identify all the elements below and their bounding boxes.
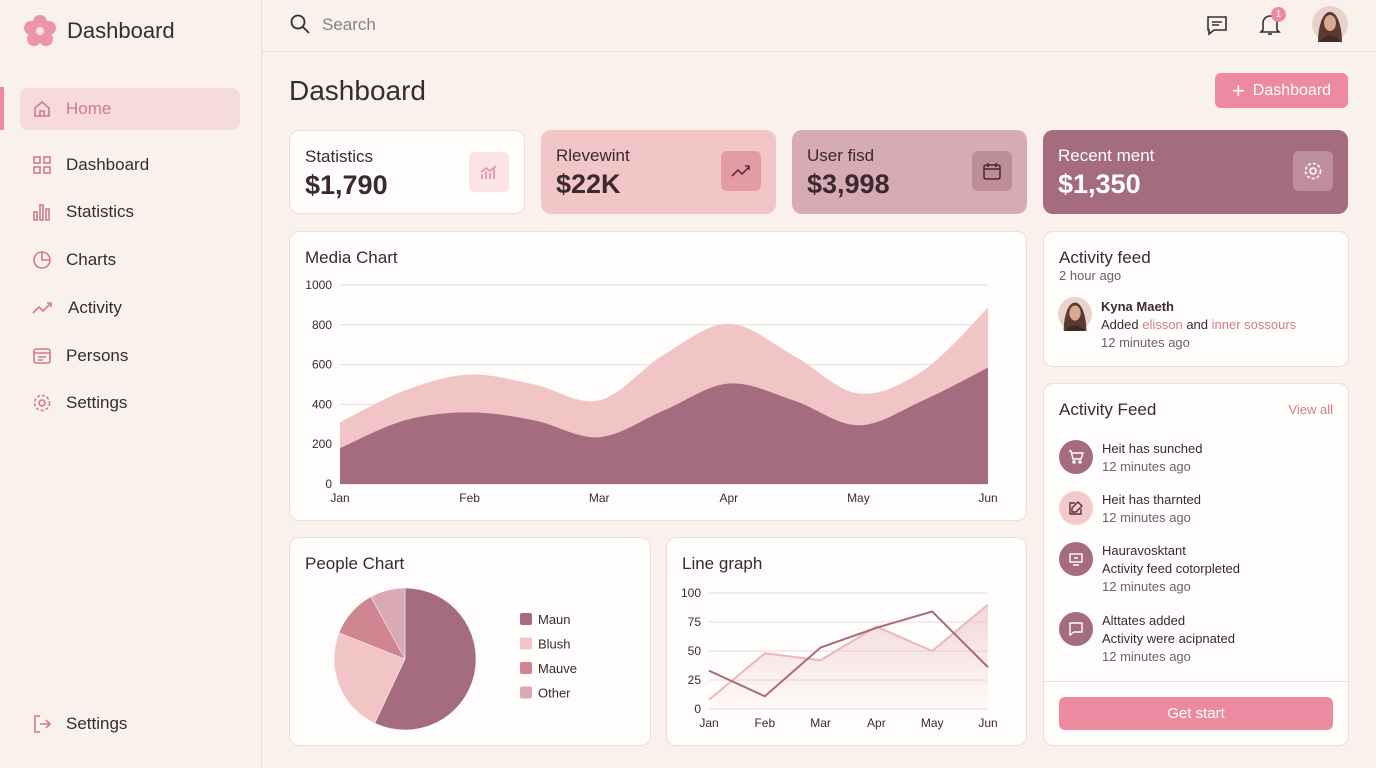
stat-card: User fisd $3,998 [792, 130, 1027, 214]
badge: 1 [1271, 7, 1286, 22]
item-icon [1059, 440, 1093, 474]
nav-label: Charts [66, 250, 117, 269]
nav-item[interactable]: Settings [20, 382, 240, 424]
nav-label: Statistics [66, 202, 135, 221]
nav-item[interactable]: Activity [20, 287, 240, 329]
view-all-link[interactable]: View all [1288, 402, 1333, 417]
card-subtitle: 2 hour ago [1059, 268, 1122, 283]
text: and [1186, 317, 1209, 332]
nav-label: Dashboard [66, 155, 150, 174]
add-button[interactable]: + Dashboard [1215, 73, 1348, 108]
link[interactable]: elisson [1142, 317, 1183, 332]
nav-item[interactable]: Dashboard [20, 144, 240, 186]
stat-value: $3,998 [807, 169, 890, 199]
topbar: Search 1 [262, 0, 1376, 52]
icon [32, 302, 52, 314]
feed-card: Activity Feed View all Heit has sunched 1… [1043, 383, 1349, 746]
item-icon [1059, 542, 1093, 576]
get-start-button[interactable]: Get start [1059, 697, 1333, 730]
icon [34, 100, 50, 117]
media-chart-card: Media Chart [289, 231, 1027, 521]
icon [33, 251, 51, 269]
nav-label: Home [66, 99, 112, 118]
line-chart-card: Line graph [666, 537, 1027, 746]
stat-card: Statistics $1,790 [289, 130, 525, 214]
nav-label: Settings [66, 393, 128, 412]
nav-item[interactable]: Home [20, 88, 240, 130]
item-icon [1059, 491, 1093, 525]
stat-label: Recent ment [1058, 146, 1155, 165]
card-title: Activity feed [1059, 248, 1151, 267]
search-input[interactable]: Search [322, 15, 376, 34]
brand: Dashboard [67, 18, 175, 43]
icon [33, 394, 51, 412]
chart-title: People Chart [305, 554, 405, 573]
stat-label: Rlevewint [556, 146, 630, 165]
nav-item[interactable]: Settings [20, 703, 240, 745]
nav-label: Persons [66, 346, 129, 365]
stat-label: User fisd [807, 146, 875, 165]
active-indicator [0, 87, 4, 130]
item-time: 12 minutes ago [1102, 459, 1191, 474]
item-time: 12 minutes ago [1102, 649, 1191, 664]
link[interactable]: inner sossours [1211, 317, 1297, 332]
item-text: Activity feed cotorpleted [1102, 561, 1241, 576]
stat-icon [972, 151, 1012, 191]
stat-icon [1293, 151, 1333, 191]
logo [24, 15, 56, 46]
time: 12 minutes ago [1101, 335, 1190, 350]
divider [1044, 681, 1348, 682]
plus-icon: + [1231, 77, 1245, 103]
person-name: Kyna Maeth [1101, 299, 1174, 314]
stat-value: $1,790 [305, 170, 388, 200]
nav-label: Settings [66, 714, 128, 733]
item-text: Heit has tharnted [1102, 492, 1202, 507]
stat-icon [469, 152, 509, 192]
chart-title: Media Chart [305, 248, 398, 267]
icon [33, 348, 51, 364]
stat-value: $1,350 [1058, 169, 1141, 199]
item-text: Activity were acipnated [1102, 631, 1235, 646]
avatar[interactable] [1312, 6, 1348, 42]
text: Added [1101, 317, 1139, 332]
item-time: 12 minutes ago [1102, 510, 1191, 525]
avatar [1058, 297, 1092, 331]
stat-card: Recent ment $1,350 [1043, 130, 1348, 214]
icon [34, 715, 52, 733]
nav-item[interactable]: Charts [20, 239, 240, 281]
nav-label: Activity [68, 298, 122, 317]
search-icon [290, 14, 310, 34]
stat-card: Rlevewint $22K [541, 130, 776, 214]
icon [33, 204, 50, 221]
stat-icon [721, 151, 761, 191]
item-time: 12 minutes ago [1102, 579, 1191, 594]
nav-item[interactable]: Statistics [20, 191, 240, 233]
sidebar: Dashboard Home Dashboard Statistics Char… [0, 0, 262, 768]
card-title: Activity Feed [1059, 400, 1157, 419]
activity-text: Added elisson and inner sossours [1101, 316, 1296, 334]
chart-title: Line graph [682, 554, 763, 573]
stat-label: Statistics [305, 147, 374, 166]
page-title: Dashboard [289, 75, 426, 106]
messages-icon[interactable] [1206, 14, 1228, 36]
nav-item[interactable]: Persons [20, 335, 240, 377]
people-chart-card: People Chart [289, 537, 651, 746]
activity-entry: Kyna Maeth Added elisson and inner sosso… [1101, 298, 1296, 352]
item-text: Alttates added [1102, 613, 1186, 628]
item-text: Hauravosktant [1102, 543, 1186, 558]
button-label: Dashboard [1252, 81, 1332, 99]
item-text: Heit has sunched [1102, 441, 1203, 456]
stat-value: $22K [556, 169, 621, 199]
activity-card: Activity feed 2 hour ago Kyna Maeth Adde… [1043, 231, 1349, 367]
item-icon [1059, 612, 1093, 646]
icon [33, 156, 51, 174]
